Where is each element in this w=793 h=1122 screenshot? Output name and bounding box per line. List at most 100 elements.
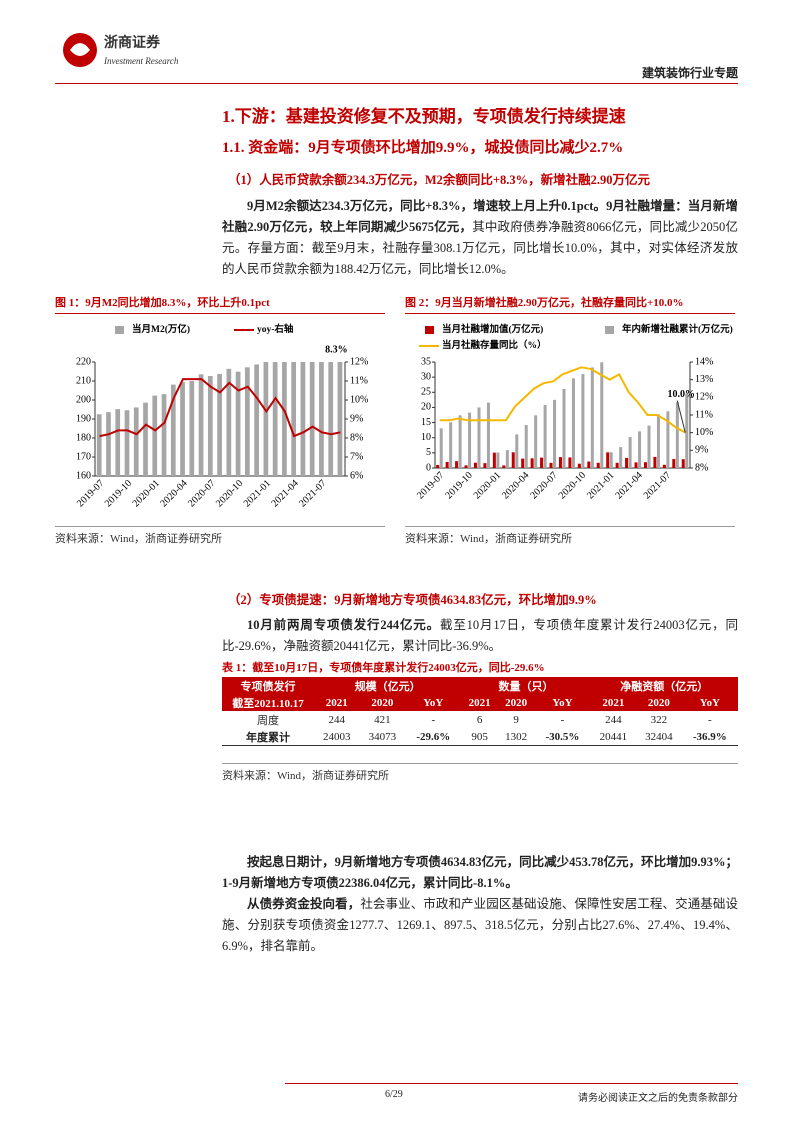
y2-tick-label: 9% bbox=[695, 445, 708, 456]
text-run: 截至10月17日，专项债年度累计发行24003亿元，同比-29.6%，净融资额2… bbox=[222, 618, 738, 653]
y-tick-label: 180 bbox=[76, 432, 91, 443]
bar bbox=[319, 362, 324, 476]
bar bbox=[492, 452, 496, 468]
table-header: 截至2021.10.17 bbox=[222, 694, 314, 711]
x-tick-label: 2020-10 bbox=[557, 470, 588, 501]
bar bbox=[647, 425, 651, 468]
bar bbox=[133, 407, 139, 476]
x-tick-label: 2020-01 bbox=[131, 478, 162, 509]
text-run: 10月前两周专项债发行244亿元。 bbox=[247, 618, 440, 632]
table-cell: -29.6% bbox=[416, 730, 451, 743]
bar bbox=[309, 362, 315, 476]
bar bbox=[638, 431, 642, 468]
y2-tick-label: 14% bbox=[695, 356, 713, 367]
bar bbox=[666, 411, 670, 468]
table-header: 数量（只） bbox=[461, 677, 591, 694]
x-tick-label: 2019-10 bbox=[103, 478, 134, 509]
table-header: YoY bbox=[534, 694, 591, 711]
table-cell: 24003 bbox=[323, 730, 351, 743]
bar bbox=[143, 402, 148, 476]
bar bbox=[254, 364, 259, 476]
paragraph: 10月前两周专项债发行244亿元。截至10月17日，专项债年度累计发行24003… bbox=[222, 615, 738, 657]
table-header: 规模（亿元） bbox=[314, 677, 462, 694]
y2-tick-label: 10% bbox=[695, 427, 713, 438]
table-title: 表 1：截至10月17日，专项债年度累计发行24003亿元，同比-29.6% bbox=[222, 662, 545, 674]
text-run: 9月M2余额达234.3万亿元，同比+8.3%，增速较上月上升0.1pct。9月… bbox=[222, 199, 738, 234]
bar bbox=[562, 388, 566, 468]
paragraph: 9月M2余额达234.3万亿元，同比+8.3%，增速较上月上升0.1pct。9月… bbox=[222, 196, 738, 280]
company-name: 浙商证券 bbox=[104, 34, 161, 51]
bar bbox=[511, 452, 515, 468]
bar-group bbox=[439, 362, 689, 468]
legend-swatch bbox=[425, 326, 434, 334]
x-tick-label: 2021-01 bbox=[585, 470, 616, 501]
bar bbox=[263, 362, 269, 476]
table-cell: -36.9% bbox=[692, 730, 727, 743]
heading: （2）专项债提速：9月新增地方专项债4634.83亿元，环比增加9.9% bbox=[228, 593, 597, 607]
bar bbox=[291, 362, 297, 476]
text-run: 按起息日期计，9月新增地方专项债4634.83亿元，同比减少453.78亿元，环… bbox=[222, 855, 738, 890]
y2-tick-label: 9% bbox=[350, 413, 363, 424]
bar bbox=[685, 393, 689, 468]
bar bbox=[558, 457, 562, 468]
bar bbox=[502, 465, 506, 468]
bar bbox=[625, 457, 629, 468]
bar bbox=[464, 465, 468, 468]
x-tick-label: 2019-07 bbox=[75, 478, 106, 509]
bar bbox=[530, 458, 534, 468]
bar bbox=[675, 402, 679, 468]
bar bbox=[596, 462, 600, 468]
bar bbox=[106, 412, 111, 476]
legend-label: 当月M2(万亿) bbox=[132, 323, 190, 335]
bar bbox=[606, 452, 610, 468]
bar bbox=[449, 422, 453, 468]
bar bbox=[571, 378, 575, 468]
line bbox=[439, 366, 686, 434]
report-type: 建筑装饰行业专题 bbox=[641, 66, 738, 80]
table-cell: 32404 bbox=[645, 730, 673, 743]
y-tick-label: 210 bbox=[76, 375, 91, 386]
source: 资料来源：Wind，浙商证券研究所 bbox=[405, 526, 735, 546]
bar bbox=[587, 461, 591, 468]
source: 资料来源：Wind，浙商证券研究所 bbox=[55, 526, 385, 546]
bar bbox=[653, 456, 657, 468]
bar bbox=[226, 368, 232, 476]
bar bbox=[515, 434, 519, 468]
bar bbox=[124, 410, 130, 476]
table-cell: 周度 bbox=[257, 714, 279, 727]
annotation: 8.3% bbox=[325, 344, 348, 355]
table-cell: 20441 bbox=[599, 730, 628, 743]
bar bbox=[198, 374, 204, 476]
bar bbox=[180, 382, 185, 476]
legend-label: yoy-右轴 bbox=[257, 323, 294, 335]
y2-tick-label: 13% bbox=[695, 374, 713, 385]
paragraph: 从债券资金投向看，社会事业、市政和产业园区基础设施、保障性安居工程、交通基础设施… bbox=[222, 894, 738, 957]
annotation-pointer bbox=[676, 400, 686, 433]
bar bbox=[189, 381, 195, 476]
x-tick-label: 2020-07 bbox=[528, 470, 559, 501]
x-tick-label: 2021-04 bbox=[269, 478, 300, 509]
bar bbox=[521, 458, 525, 468]
bar bbox=[328, 362, 334, 476]
text-run: 从债券资金投向看， bbox=[247, 897, 361, 911]
y2-tick-label: 12% bbox=[695, 392, 713, 403]
bar bbox=[662, 464, 666, 468]
table: 专项债发行 规模（亿元） 数量（只） 净融资额（亿元） 截至2021.10.17 202… bbox=[222, 677, 738, 746]
bar bbox=[568, 457, 572, 468]
bar bbox=[600, 362, 604, 468]
table-cell: - bbox=[431, 713, 436, 726]
company-en: Investment Research bbox=[103, 56, 179, 66]
paragraph: 按起息日期计，9月新增地方专项债4634.83亿元，同比减少453.78亿元，环… bbox=[222, 852, 738, 894]
table-header: 2020 bbox=[359, 694, 406, 711]
page-number: 6/29 bbox=[385, 1089, 403, 1100]
table-cell: -30.5% bbox=[545, 730, 580, 743]
bar bbox=[272, 362, 278, 476]
figure-title: 图 1：9月M2同比增加8.3%，环比上升0.1pct bbox=[55, 294, 385, 314]
x-tick-label: 2020-07 bbox=[186, 478, 217, 509]
header-rule bbox=[55, 83, 738, 84]
table-header: 2021 bbox=[590, 694, 637, 711]
table-cell: 244 bbox=[328, 713, 346, 726]
x-tick-label: 2020-04 bbox=[158, 478, 189, 509]
bar bbox=[245, 367, 250, 476]
